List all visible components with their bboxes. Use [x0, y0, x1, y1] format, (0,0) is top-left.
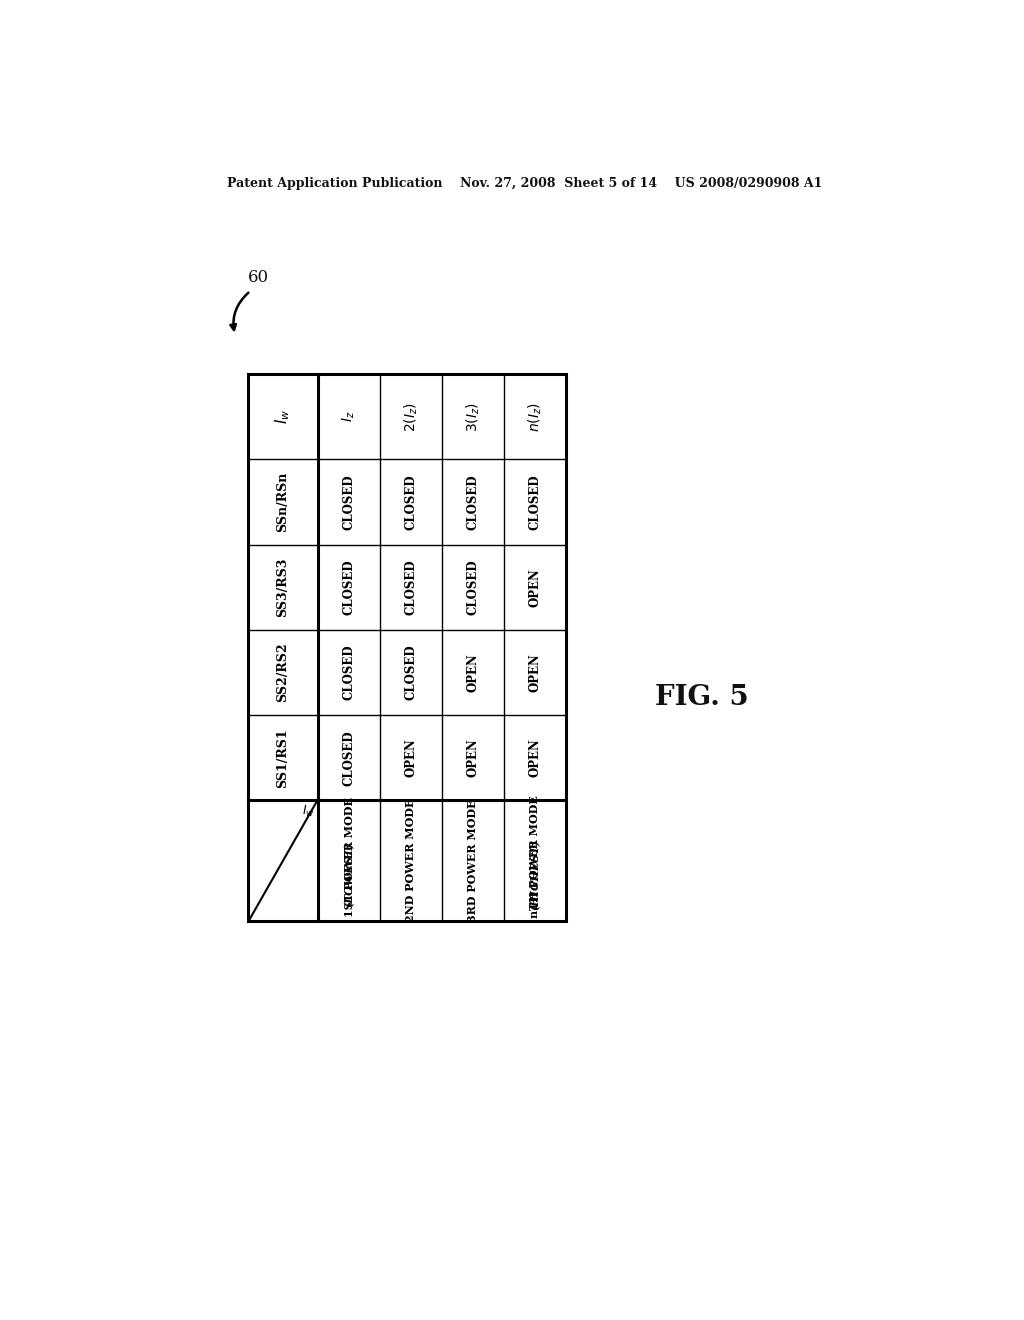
Text: OPEN: OPEN — [467, 653, 479, 692]
Text: CLOSED: CLOSED — [404, 474, 418, 529]
Text: OPEN: OPEN — [528, 738, 542, 777]
Text: CLOSED: CLOSED — [342, 730, 355, 785]
Text: (HIGHEST): (HIGHEST) — [529, 840, 541, 909]
Text: CLOSED: CLOSED — [467, 474, 479, 529]
Text: $I_w$: $I_w$ — [302, 804, 315, 818]
Text: $I_z$: $I_z$ — [341, 411, 357, 422]
Text: (LOWEST): (LOWEST) — [343, 842, 354, 907]
Text: CLOSED: CLOSED — [342, 474, 355, 529]
Text: nTH POWER MODE: nTH POWER MODE — [529, 795, 541, 919]
Text: 1ST POWER MODE: 1ST POWER MODE — [343, 797, 354, 916]
Text: $2(I_z)$: $2(I_z)$ — [402, 401, 420, 432]
Text: SS3/RS3: SS3/RS3 — [276, 557, 290, 616]
Text: SS2/RS2: SS2/RS2 — [276, 643, 290, 702]
Text: $I_w$: $I_w$ — [273, 409, 293, 424]
Text: 60: 60 — [248, 269, 269, 286]
Text: 2ND POWER MODE: 2ND POWER MODE — [406, 799, 417, 923]
Text: OPEN: OPEN — [467, 738, 479, 777]
Text: 3RD POWER MODE: 3RD POWER MODE — [467, 799, 478, 921]
Text: CLOSED: CLOSED — [342, 560, 355, 615]
Text: $3(I_z)$: $3(I_z)$ — [464, 401, 481, 432]
Text: FIG. 5: FIG. 5 — [654, 684, 749, 711]
Text: CLOSED: CLOSED — [404, 560, 418, 615]
Text: OPEN: OPEN — [404, 738, 418, 777]
Text: OPEN: OPEN — [528, 568, 542, 607]
Text: Patent Application Publication    Nov. 27, 2008  Sheet 5 of 14    US 2008/029090: Patent Application Publication Nov. 27, … — [227, 177, 822, 190]
Text: CLOSED: CLOSED — [528, 474, 542, 529]
Text: SS1/RS1: SS1/RS1 — [276, 727, 290, 788]
Text: CLOSED: CLOSED — [404, 644, 418, 701]
Text: $n(I_z)$: $n(I_z)$ — [526, 401, 544, 432]
Bar — [248, 374, 566, 921]
Text: OPEN: OPEN — [528, 653, 542, 692]
Text: CLOSED: CLOSED — [342, 644, 355, 701]
Text: SSn/RSn: SSn/RSn — [276, 471, 290, 532]
Text: CLOSED: CLOSED — [467, 560, 479, 615]
